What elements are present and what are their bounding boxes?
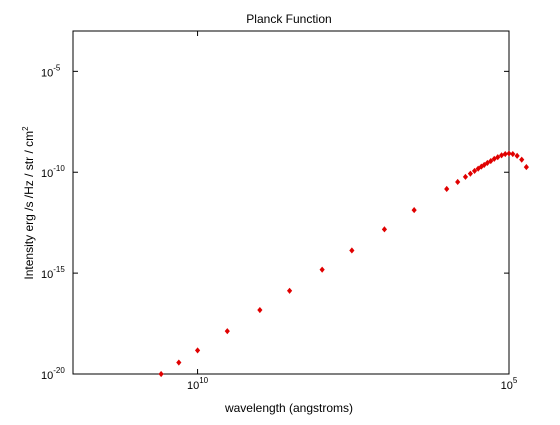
y-tick-label: 10-5: [41, 63, 61, 79]
data-points: [158, 150, 529, 378]
y-tick-label: 10-20: [41, 366, 65, 382]
y-tick-label: 10-10: [41, 164, 65, 180]
data-point: [381, 226, 388, 233]
x-axis-ticks: 1010 105: [187, 31, 518, 392]
data-point: [495, 154, 501, 161]
y-tick-label: 10-15: [41, 265, 65, 281]
data-point: [488, 157, 494, 165]
y-axis-label: Intensity erg /s /Hz / str / cm2: [21, 126, 36, 280]
x-tick-label: 105: [501, 376, 518, 392]
y-tick-label-base: 10: [41, 269, 53, 281]
data-point: [194, 347, 201, 354]
data-point: [523, 164, 529, 171]
data-point: [444, 185, 450, 193]
data-point: [484, 159, 490, 166]
data-point: [462, 173, 469, 180]
chart-title: Planck Function: [246, 12, 331, 26]
x-tick-label-base: 10: [187, 380, 199, 392]
y-tick-label-exponent: -5: [53, 63, 61, 72]
y-axis-label-superscript: 2: [21, 126, 30, 131]
data-point: [411, 207, 417, 214]
y-tick-label-exponent: -10: [53, 164, 65, 173]
x-tick-label-base: 10: [501, 380, 513, 392]
data-point: [491, 155, 497, 162]
x-axis-label: wavelength (angstroms): [224, 401, 353, 415]
data-point: [319, 266, 325, 273]
data-point: [455, 178, 461, 186]
data-point: [506, 150, 512, 157]
data-point: [158, 370, 164, 378]
x-tick-label-exponent: 10: [199, 376, 208, 385]
data-point: [286, 287, 293, 294]
y-tick-label-base: 10: [41, 370, 53, 382]
x-tick-label-exponent: 5: [513, 376, 518, 385]
data-point: [467, 170, 473, 177]
x-tick-label: 1010: [187, 376, 209, 392]
y-tick-label-base: 10: [41, 168, 53, 180]
data-point: [514, 152, 520, 159]
data-point: [475, 165, 481, 172]
data-point: [471, 167, 478, 174]
data-point: [257, 306, 263, 314]
data-point: [224, 328, 230, 335]
data-point: [481, 161, 487, 169]
data-point: [349, 247, 355, 254]
y-tick-label-base: 10: [41, 67, 53, 79]
y-axis-label-text: Intensity erg /s /Hz / str / cm: [22, 131, 36, 280]
y-tick-label-exponent: -15: [53, 265, 65, 274]
plot-area: [72, 30, 510, 375]
y-tick-label-exponent: -20: [53, 366, 65, 375]
data-point: [176, 359, 182, 366]
data-point: [510, 150, 516, 158]
data-point: [519, 156, 525, 163]
